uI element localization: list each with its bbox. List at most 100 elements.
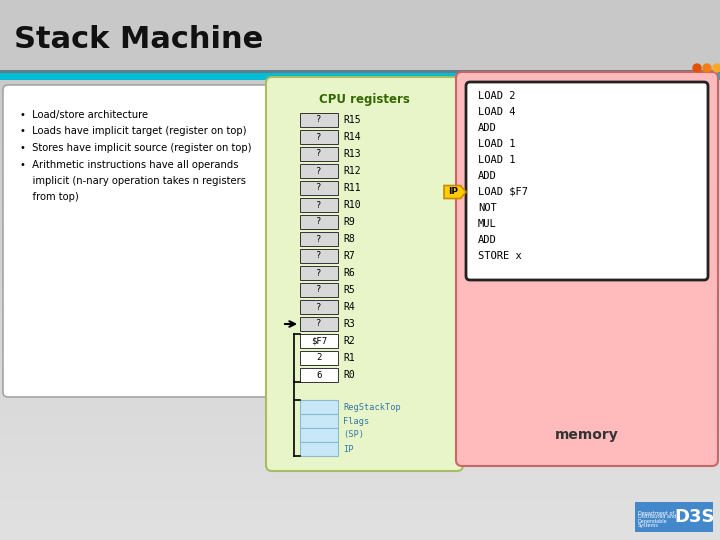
Bar bbox=[0, 205, 720, 206]
Bar bbox=[0, 221, 720, 222]
Bar bbox=[0, 379, 720, 380]
Bar bbox=[0, 47, 720, 48]
Bar bbox=[0, 292, 720, 293]
Bar bbox=[0, 54, 720, 55]
Bar bbox=[0, 81, 720, 82]
Bar bbox=[0, 485, 720, 486]
Bar bbox=[0, 151, 720, 152]
Bar bbox=[0, 304, 720, 305]
Bar bbox=[0, 311, 720, 312]
Bar bbox=[0, 401, 720, 402]
Bar bbox=[0, 418, 720, 419]
Bar bbox=[0, 513, 720, 514]
Bar bbox=[0, 15, 720, 16]
Bar bbox=[0, 154, 720, 155]
Bar bbox=[0, 317, 720, 318]
Bar bbox=[0, 42, 720, 43]
Text: R0: R0 bbox=[343, 370, 355, 380]
Bar bbox=[0, 32, 720, 33]
Bar bbox=[0, 465, 720, 466]
Text: Dependable: Dependable bbox=[638, 518, 667, 523]
Bar bbox=[0, 228, 720, 229]
Text: R1: R1 bbox=[343, 353, 355, 363]
Bar bbox=[0, 145, 720, 146]
Bar bbox=[0, 124, 720, 125]
Bar bbox=[0, 130, 720, 131]
Bar bbox=[0, 283, 720, 284]
Bar bbox=[0, 142, 720, 143]
FancyBboxPatch shape bbox=[3, 85, 271, 397]
Bar bbox=[0, 499, 720, 500]
Bar bbox=[0, 166, 720, 167]
Bar bbox=[0, 30, 720, 31]
Bar bbox=[0, 207, 720, 208]
Bar bbox=[0, 351, 720, 352]
Text: ?: ? bbox=[316, 166, 322, 176]
Bar bbox=[0, 398, 720, 399]
Bar bbox=[0, 251, 720, 252]
Bar bbox=[0, 28, 720, 29]
Bar bbox=[0, 528, 720, 529]
Text: ?: ? bbox=[316, 116, 322, 125]
Bar bbox=[0, 116, 720, 117]
Bar bbox=[0, 16, 720, 17]
FancyBboxPatch shape bbox=[300, 232, 338, 246]
Text: R11: R11 bbox=[343, 183, 361, 193]
Bar bbox=[0, 65, 720, 66]
Text: Department of: Department of bbox=[638, 510, 674, 516]
Bar bbox=[0, 510, 720, 511]
Bar bbox=[0, 66, 720, 67]
Bar bbox=[0, 115, 720, 116]
Bar bbox=[0, 270, 720, 271]
Bar bbox=[0, 93, 720, 94]
Bar bbox=[0, 214, 720, 215]
Bar bbox=[0, 375, 720, 376]
Bar bbox=[0, 316, 720, 317]
Bar bbox=[0, 397, 720, 398]
Bar bbox=[0, 86, 720, 87]
Bar bbox=[0, 121, 720, 122]
Bar bbox=[0, 518, 720, 519]
Bar bbox=[0, 453, 720, 454]
Bar bbox=[0, 169, 720, 170]
Bar bbox=[0, 444, 720, 445]
Bar bbox=[0, 135, 720, 136]
Bar bbox=[0, 533, 720, 534]
Bar bbox=[0, 194, 720, 195]
Text: memory: memory bbox=[555, 428, 619, 442]
Bar bbox=[0, 269, 720, 270]
Bar bbox=[0, 55, 720, 56]
Bar bbox=[0, 68, 720, 69]
Bar bbox=[0, 482, 720, 483]
Bar bbox=[0, 224, 720, 225]
Bar bbox=[0, 14, 720, 15]
Bar bbox=[0, 156, 720, 157]
Bar bbox=[0, 102, 720, 103]
Bar bbox=[0, 29, 720, 30]
Text: NOT: NOT bbox=[478, 203, 497, 213]
Bar bbox=[0, 501, 720, 502]
Text: R12: R12 bbox=[343, 166, 361, 176]
Bar bbox=[0, 349, 720, 350]
Bar bbox=[0, 276, 720, 277]
FancyBboxPatch shape bbox=[635, 502, 713, 532]
Bar bbox=[0, 498, 720, 499]
Bar bbox=[0, 123, 720, 124]
Text: IP: IP bbox=[448, 187, 458, 197]
Bar bbox=[0, 507, 720, 508]
Bar bbox=[0, 268, 720, 269]
Bar bbox=[0, 223, 720, 224]
Bar bbox=[0, 298, 720, 299]
Text: RegStackTop: RegStackTop bbox=[343, 402, 401, 411]
Bar bbox=[0, 396, 720, 397]
Bar bbox=[0, 454, 720, 455]
Bar bbox=[0, 504, 720, 505]
Bar bbox=[0, 128, 720, 129]
Bar bbox=[0, 344, 720, 345]
Bar bbox=[0, 264, 720, 265]
Bar bbox=[0, 332, 720, 333]
Text: R5: R5 bbox=[343, 285, 355, 295]
Bar bbox=[0, 108, 720, 109]
Bar bbox=[0, 405, 720, 406]
Bar bbox=[0, 377, 720, 378]
